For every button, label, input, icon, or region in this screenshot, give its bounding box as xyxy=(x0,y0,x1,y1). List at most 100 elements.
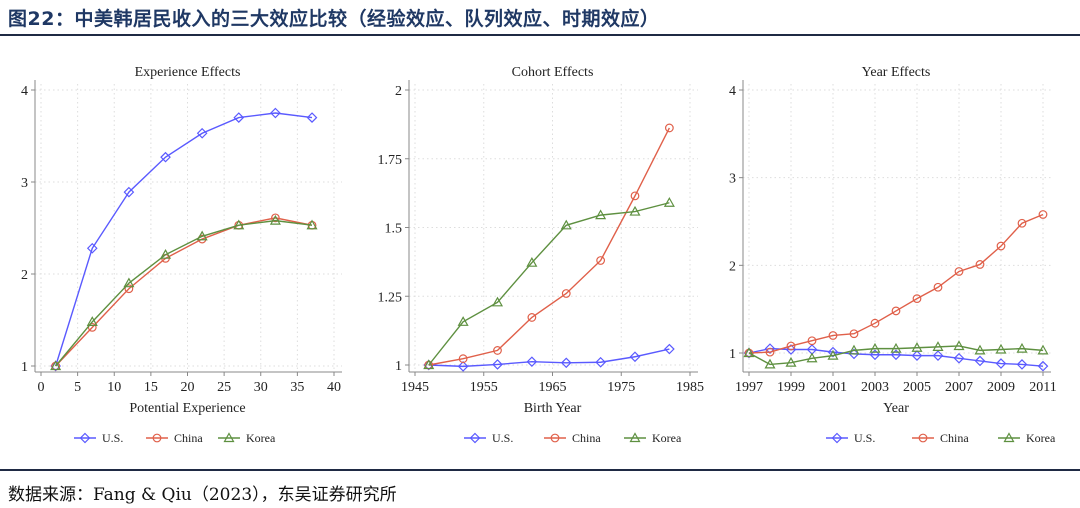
data-point-china xyxy=(828,331,838,340)
series-line-korea xyxy=(428,202,670,366)
series-line-korea xyxy=(748,345,1044,366)
data-point-us xyxy=(306,112,318,123)
legend-marker-triangle xyxy=(629,432,641,443)
data-point-korea xyxy=(1016,342,1028,353)
legend-label: U.S. xyxy=(492,431,513,445)
data-point-china xyxy=(996,241,1006,251)
legend-marker-triangle xyxy=(1003,432,1015,443)
data-point-korea xyxy=(123,277,135,288)
series-line-china xyxy=(748,213,1044,354)
x-tick-label: 35 xyxy=(290,380,304,395)
x-tick-label: 5 xyxy=(74,380,81,395)
data-point-korea xyxy=(629,205,641,216)
data-point-korea xyxy=(86,316,98,326)
data-point-china xyxy=(271,213,280,223)
data-point-us xyxy=(953,352,965,364)
data-point-us xyxy=(1016,359,1028,370)
data-point-korea xyxy=(560,219,572,230)
legend-label: China xyxy=(572,431,601,445)
x-tick-label: 1985 xyxy=(676,380,704,395)
x-axis-label: Birth Year xyxy=(524,401,582,416)
x-tick-label: 20 xyxy=(181,380,195,395)
data-point-china xyxy=(807,336,817,346)
data-point-korea xyxy=(595,209,607,220)
data-point-china xyxy=(630,191,640,201)
data-point-us xyxy=(526,356,538,368)
data-point-us xyxy=(123,186,135,198)
data-point-korea xyxy=(159,248,172,259)
series-line-us xyxy=(54,112,313,367)
data-point-china xyxy=(458,354,468,364)
legend-label: China xyxy=(174,431,203,445)
x-tick-label: 10 xyxy=(107,380,121,395)
series-line-us xyxy=(428,348,670,368)
y-tick-label: 1 xyxy=(729,347,736,362)
data-point-us xyxy=(1037,360,1049,372)
legend-marker-diamond xyxy=(79,432,91,444)
x-axis-label: Potential Experience xyxy=(129,401,245,416)
data-point-korea xyxy=(869,342,881,353)
legend-label: Korea xyxy=(652,431,682,445)
legend-label: Korea xyxy=(1026,431,1056,445)
chart-title: Cohort Effects xyxy=(512,65,594,80)
data-point-us xyxy=(827,346,839,358)
x-tick-label: 1965 xyxy=(539,380,567,395)
legend-marker-diamond xyxy=(831,432,843,444)
data-point-us xyxy=(890,349,902,361)
data-point-us xyxy=(560,357,572,369)
y-tick-label: 2 xyxy=(395,84,402,99)
data-point-us xyxy=(86,242,98,254)
data-point-china xyxy=(664,123,674,133)
data-point-korea xyxy=(995,343,1007,354)
data-point-us xyxy=(233,112,245,123)
data-point-korea xyxy=(233,219,245,230)
data-point-china xyxy=(954,267,964,276)
data-point-china xyxy=(493,346,502,355)
x-tick-label: 40 xyxy=(327,380,341,395)
data-point-korea xyxy=(491,296,504,307)
legend-marker-circle xyxy=(152,433,162,443)
y-tick-label: 1.25 xyxy=(378,290,403,305)
y-tick-label: 3 xyxy=(729,172,736,187)
x-tick-label: 1945 xyxy=(401,380,429,395)
data-point-china xyxy=(561,289,571,298)
y-tick-label: 1 xyxy=(21,360,28,375)
data-point-china xyxy=(891,306,901,316)
x-tick-label: 1955 xyxy=(470,380,498,395)
legend-label: U.S. xyxy=(102,431,123,445)
data-point-korea xyxy=(953,340,965,351)
data-point-us xyxy=(196,127,208,139)
data-point-china xyxy=(912,294,922,304)
x-tick-label: 0 xyxy=(38,380,45,395)
y-tick-label: 3 xyxy=(21,176,28,191)
y-tick-label: 4 xyxy=(21,84,28,99)
data-point-korea xyxy=(743,347,755,358)
y-tick-label: 4 xyxy=(729,84,736,99)
x-tick-label: 30 xyxy=(254,380,268,395)
data-point-us xyxy=(995,358,1007,369)
x-tick-label: 2003 xyxy=(861,380,889,395)
x-tick-label: 25 xyxy=(217,380,231,395)
x-tick-label: 2005 xyxy=(903,380,931,395)
legend-marker-circle xyxy=(918,433,928,443)
bottom-rule xyxy=(0,469,1080,471)
data-point-china xyxy=(765,347,775,357)
data-point-korea xyxy=(932,341,944,351)
series-line-china xyxy=(55,217,313,367)
x-tick-label: 2001 xyxy=(819,380,847,395)
x-tick-label: 15 xyxy=(144,380,158,395)
series-line-korea xyxy=(55,219,313,367)
x-tick-label: 1999 xyxy=(777,380,805,395)
data-point-china xyxy=(124,284,134,294)
cohort-effects-chart: Cohort Effects 1 1.25 1.5 1.75 2 1945 1955 1965 1… xyxy=(378,65,705,445)
legend-label: U.S. xyxy=(854,431,875,445)
data-point-china xyxy=(786,341,796,351)
data-point-us xyxy=(869,349,881,361)
data-point-us xyxy=(932,350,944,361)
data-point-korea xyxy=(974,344,986,355)
data-point-korea xyxy=(806,352,818,363)
data-point-us xyxy=(764,343,776,354)
data-point-us xyxy=(492,359,503,370)
data-point-korea xyxy=(848,344,860,355)
